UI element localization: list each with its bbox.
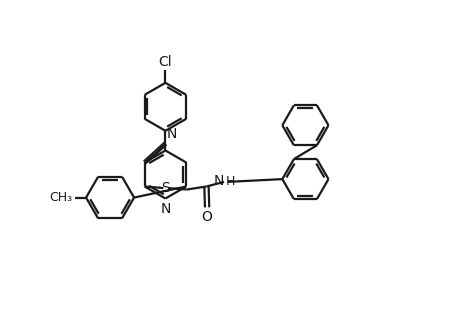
Text: CH₃: CH₃	[50, 191, 73, 204]
Text: N: N	[167, 127, 177, 141]
Text: S: S	[161, 181, 170, 195]
Text: H: H	[226, 175, 235, 188]
Text: Cl: Cl	[159, 55, 172, 69]
Text: O: O	[202, 210, 213, 224]
Text: N: N	[160, 202, 170, 216]
Text: N: N	[214, 174, 224, 188]
